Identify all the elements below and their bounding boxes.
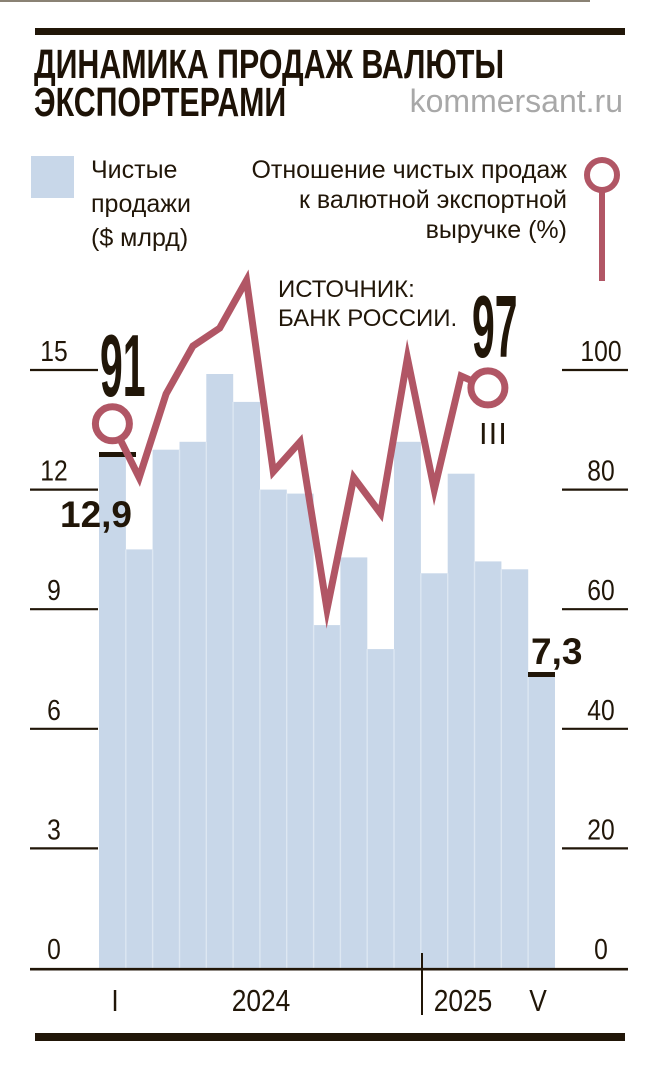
bar-2024-VII [259,489,287,968]
bar-seam [420,573,422,968]
kommersant-watermark: kommersant.ru [409,83,623,119]
bar-2024-VI [233,401,260,968]
legend-ratio-line-1: Отношение чистых продаж [251,156,567,184]
left-axis-label-12: 12 [40,455,67,487]
ratio-marker-icon-2024-I [91,403,133,445]
annotation-first-bar-value: 12,9 [60,494,132,535]
source-note: ИСТОЧНИК: БАНК РОССИИ. [278,275,457,333]
x-axis-year-2025-label: 2025 [434,984,493,1018]
page-title: ДИНАМИКА ПРОДАЖ ВАЛЮТЫ ЭКСПОРТЕРАМИ [34,41,505,125]
left-axis-label-9: 9 [47,574,61,606]
annotation-last-bar-value: 7,3 [531,631,582,672]
right-axis-label-20: 20 [587,814,614,846]
right-axis-label-0: 0 [594,933,608,965]
ratio-line-series [109,269,490,629]
left-axis-label-0: 0 [47,933,61,965]
bar-seam [366,649,368,968]
bar-2024-IV [179,441,207,968]
bar-2024-VIII [286,493,314,968]
bar-seam [259,489,261,968]
annotation-last-ratio-value: 97 [472,278,518,377]
legend-ratio-line-2: к валютной экспортной [298,186,567,214]
bar-seam [473,561,476,968]
legend-ratio-line-3: выручке (%) [425,216,567,244]
x-axis-first-month-label: I [111,984,118,1018]
x-axis-last-month-label: V [529,984,547,1018]
bar-2024-III [152,449,180,968]
left-axis-label-15: 15 [40,335,67,367]
x-axis-year-2024-label: 2024 [232,984,291,1018]
bar-2024-V [206,374,234,968]
bar-2025-V [528,677,555,968]
last-bar-value-mark [528,672,555,677]
bar-seam [393,649,395,968]
left-axis-label-6: 6 [47,694,61,726]
bar-seam [178,449,181,968]
source-line-2: БАНК РОССИИ. [278,305,458,332]
bar-seam [232,401,234,968]
source-line-1: ИСТОЧНИК: [278,276,415,303]
first-bar-value-mark [99,452,136,457]
bar-2024-I [99,453,126,968]
legend-ratio-label: Отношение чистых продаж к валютной экспо… [251,155,567,245]
bar-seam [500,569,502,968]
left-axis-label-3: 3 [47,814,61,846]
bar-2024-XI [367,649,395,968]
bar-2024-X [340,557,368,968]
title-line-2: ЭКСПОРТЕРАМИ [34,79,287,125]
bar-2025-III [474,561,502,968]
ratio-marker-icon-2025-III [467,367,509,409]
bar-seam [125,549,127,968]
bar-2025-IV [501,569,529,968]
legend-bar-swatch-icon [31,156,74,198]
title-line-1: ДИНАМИКА ПРОДАЖ ВАЛЮТЫ [34,41,505,87]
bar-2025-II [447,473,475,968]
bar-seam [527,677,529,968]
right-axis-label-100: 100 [580,335,621,367]
bar-2024-II [125,549,153,968]
legend-bars-line-2: продажи [91,190,191,218]
legend-bars-line-1: Чистые [91,156,178,184]
top-rule [35,28,625,35]
annotation-last-ratio-month: III [479,416,508,451]
bar-2024-IX [313,625,341,968]
bar-2024-XII [394,441,421,968]
right-axis-label-60: 60 [587,574,614,606]
bar-2025-I [420,573,448,968]
annotation-first-ratio-value: 91 [100,317,146,416]
bottom-rule [35,1033,625,1041]
bar-seam [286,493,288,968]
legend-bars-label: Чистые продажи ($ млрд) [91,153,191,255]
bar-seam [447,573,449,968]
legend-ratio-marker-icon [584,157,620,193]
legend-bars-line-3: ($ млрд) [91,224,189,252]
bar-seam [339,625,342,968]
bar-seam [205,441,207,968]
header-divider-rule [0,0,590,2]
bar-seam [312,625,315,968]
bar-seam [151,549,154,968]
right-axis-label-40: 40 [587,694,614,726]
right-axis-label-80: 80 [587,455,614,487]
